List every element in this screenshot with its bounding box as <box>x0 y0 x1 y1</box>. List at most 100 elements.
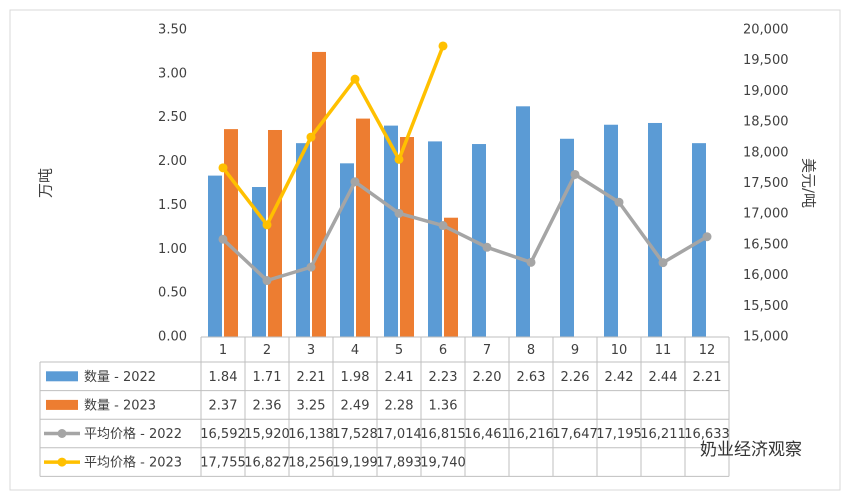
x-tick-label: 2 <box>263 343 271 358</box>
bar <box>444 217 458 337</box>
y-tick-label: 1.50 <box>158 198 187 213</box>
line-marker <box>350 74 360 84</box>
table-value: 16,827 <box>244 456 290 471</box>
table-value: 16,211 <box>640 427 686 442</box>
line-marker <box>218 163 228 173</box>
table-value: 16,633 <box>684 427 730 442</box>
line-marker <box>526 257 536 267</box>
legend-label: 数量 - 2023 <box>84 398 156 413</box>
table-value: 17,647 <box>552 427 598 442</box>
table-value: 2.37 <box>209 398 238 413</box>
y2-tick-label: 16,500 <box>743 237 789 252</box>
x-tick-label: 10 <box>611 343 628 358</box>
bar <box>252 187 266 337</box>
table-value: 2.28 <box>385 398 414 413</box>
line-marker <box>350 177 360 187</box>
y-tick-label: 1.00 <box>158 242 187 257</box>
table-value: 19,740 <box>420 456 466 471</box>
y2-axis-label: 美元/吨 <box>800 158 818 208</box>
line-marker <box>570 169 580 179</box>
x-tick-label: 6 <box>439 343 447 358</box>
table-value: 17,014 <box>376 427 422 442</box>
table-value: 2.21 <box>297 370 326 385</box>
y2-tick-label: 15,000 <box>743 330 789 345</box>
y2-tick-label: 19,500 <box>743 53 789 68</box>
y2-tick-label: 20,000 <box>743 23 789 38</box>
table-value: 1.71 <box>253 370 282 385</box>
line-marker <box>658 258 668 268</box>
y-tick-label: 3.00 <box>158 66 187 81</box>
y-tick-label: 3.50 <box>158 23 187 38</box>
watermark: 奶业经济观察 <box>700 440 802 460</box>
line-marker <box>262 276 272 286</box>
line-marker <box>262 220 272 230</box>
line-marker <box>306 262 316 272</box>
table-value: 2.23 <box>429 370 458 385</box>
table-value: 1.84 <box>209 370 238 385</box>
table-value: 2.42 <box>605 370 634 385</box>
table-value: 2.63 <box>517 370 546 385</box>
bar <box>356 118 370 337</box>
y2-tick-label: 16,000 <box>743 268 789 283</box>
table-value: 16,815 <box>420 427 466 442</box>
table-value: 1.98 <box>341 370 370 385</box>
x-tick-label: 11 <box>655 343 672 358</box>
x-tick-label: 1 <box>219 343 227 358</box>
x-tick-label: 8 <box>527 343 535 358</box>
line-marker <box>306 132 316 142</box>
table-value: 16,138 <box>288 427 334 442</box>
y-tick-label: 2.00 <box>158 154 187 169</box>
line-marker <box>438 41 448 51</box>
bar <box>560 138 574 337</box>
bar <box>208 175 222 337</box>
table-value: 16,461 <box>464 427 510 442</box>
table-value: 17,893 <box>376 456 422 471</box>
series-line <box>221 172 708 283</box>
line-marker <box>438 221 448 231</box>
bar <box>312 51 326 338</box>
bar <box>516 106 530 337</box>
x-tick-label: 4 <box>351 343 359 358</box>
x-tick-label: 5 <box>395 343 403 358</box>
table-value: 17,755 <box>200 456 246 471</box>
bar <box>428 141 442 337</box>
table-value: 2.36 <box>253 398 282 413</box>
line-marker <box>394 208 404 218</box>
x-tick-label: 12 <box>699 343 716 358</box>
series-line <box>221 45 445 227</box>
legend-label: 数量 - 2022 <box>84 370 156 385</box>
table-value: 1.36 <box>429 398 458 413</box>
table-value: 2.20 <box>473 370 502 385</box>
y-tick-label: 0.50 <box>158 286 187 301</box>
bar <box>648 122 662 337</box>
y-tick-label: 2.50 <box>158 110 187 125</box>
y-axis-label: 万吨 <box>37 168 55 198</box>
chart-frame <box>9 9 841 491</box>
table-value: 2.49 <box>341 398 370 413</box>
table-value: 2.41 <box>385 370 414 385</box>
table-value: 19,199 <box>332 456 378 471</box>
legend-label: 平均价格 - 2022 <box>84 426 182 442</box>
bar <box>268 129 282 337</box>
line-marker <box>614 197 624 207</box>
table-value: 18,256 <box>288 456 334 471</box>
bar <box>472 144 486 337</box>
x-tick-label: 7 <box>483 343 491 358</box>
x-tick-label: 3 <box>307 343 315 358</box>
bar <box>604 124 618 337</box>
bar <box>296 143 310 337</box>
legend-swatch <box>46 371 78 382</box>
y2-tick-label: 15,500 <box>743 299 789 314</box>
legend-marker <box>57 457 67 467</box>
line-marker <box>218 234 228 244</box>
bar <box>224 129 238 337</box>
bar <box>384 125 398 337</box>
table-value: 17,528 <box>332 427 378 442</box>
line-marker <box>702 232 712 242</box>
table-value: 3.25 <box>297 398 326 413</box>
line-marker <box>394 154 404 164</box>
line-marker <box>482 242 492 252</box>
legend-swatch <box>46 399 78 410</box>
